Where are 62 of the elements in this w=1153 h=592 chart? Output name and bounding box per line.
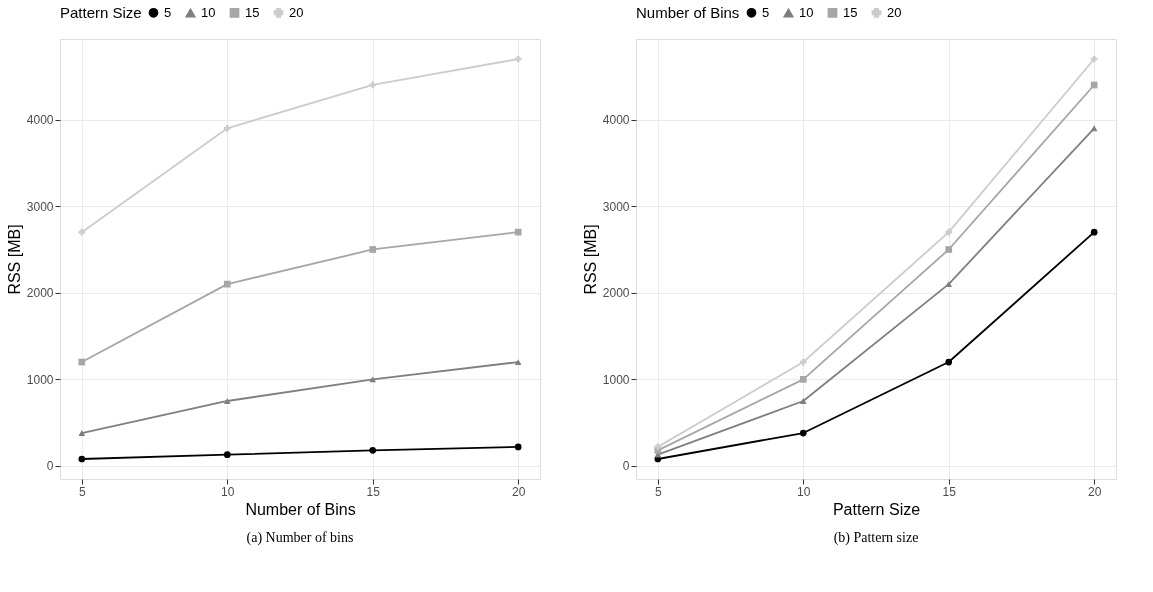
legend-label: 20 [289, 4, 304, 20]
point [1090, 81, 1098, 89]
legend-label: 5 [762, 4, 770, 20]
y-axis-title: RSS [MB] [581, 224, 599, 295]
y-tick-label: 4000 [602, 113, 630, 128]
y-tick-label: 2000 [602, 286, 630, 301]
point [945, 228, 953, 236]
point [654, 443, 662, 451]
point [369, 246, 377, 253]
point [799, 398, 807, 404]
y-tick-label: 3000 [26, 199, 54, 214]
point [1090, 125, 1098, 132]
point [78, 455, 86, 463]
y-tick-label: 4000 [26, 113, 54, 128]
point [1090, 55, 1098, 63]
point [514, 55, 522, 63]
point [514, 443, 522, 451]
point [78, 358, 86, 366]
point [799, 358, 807, 366]
y-axis-title: RSS [MB] [5, 224, 23, 295]
x-tick-label: 10 [797, 484, 811, 499]
text: (b) Pattern size [833, 530, 919, 546]
point [945, 246, 953, 253]
point [514, 228, 522, 236]
point [945, 281, 953, 288]
point [514, 359, 522, 365]
legend-label: 20 [887, 4, 902, 20]
point [223, 124, 231, 132]
point [78, 228, 86, 236]
y-tick-label: 2000 [26, 286, 54, 301]
x-axis-title: Number of Bins [245, 500, 356, 518]
x-tick-label: 10 [221, 484, 235, 499]
point [945, 358, 953, 366]
x-tick-label: 15 [366, 484, 381, 499]
point [799, 429, 807, 437]
y-tick-label: 1000 [602, 372, 630, 387]
point [369, 446, 377, 454]
point [78, 430, 86, 436]
y-tick-label: 1000 [26, 372, 54, 387]
legend-label: 5 [164, 4, 172, 20]
legend-label: 10 [799, 5, 814, 21]
y-tick-label: 3000 [602, 199, 630, 214]
x-axis-title: Pattern Size [832, 500, 921, 518]
x-tick-label: 5 [654, 484, 662, 499]
point [1090, 228, 1098, 236]
y-tick-label: 0 [46, 459, 54, 474]
legend-label: 15 [245, 4, 260, 20]
point [223, 451, 231, 459]
legend-label: 15 [843, 4, 858, 20]
y-tick-label: 0 [622, 459, 630, 474]
legend-label: 10 [201, 5, 216, 21]
point [799, 375, 807, 383]
point [369, 81, 377, 89]
point [223, 398, 231, 404]
text: (a) Number of bins [246, 530, 354, 546]
x-tick-label: 20 [512, 484, 526, 499]
x-tick-label: 5 [78, 484, 86, 499]
point [223, 280, 231, 288]
legend-title: Number of Bins [636, 4, 740, 21]
x-tick-label: 15 [942, 484, 957, 499]
x-tick-label: 20 [1088, 484, 1102, 499]
legend-title: Pattern Size [60, 4, 142, 21]
